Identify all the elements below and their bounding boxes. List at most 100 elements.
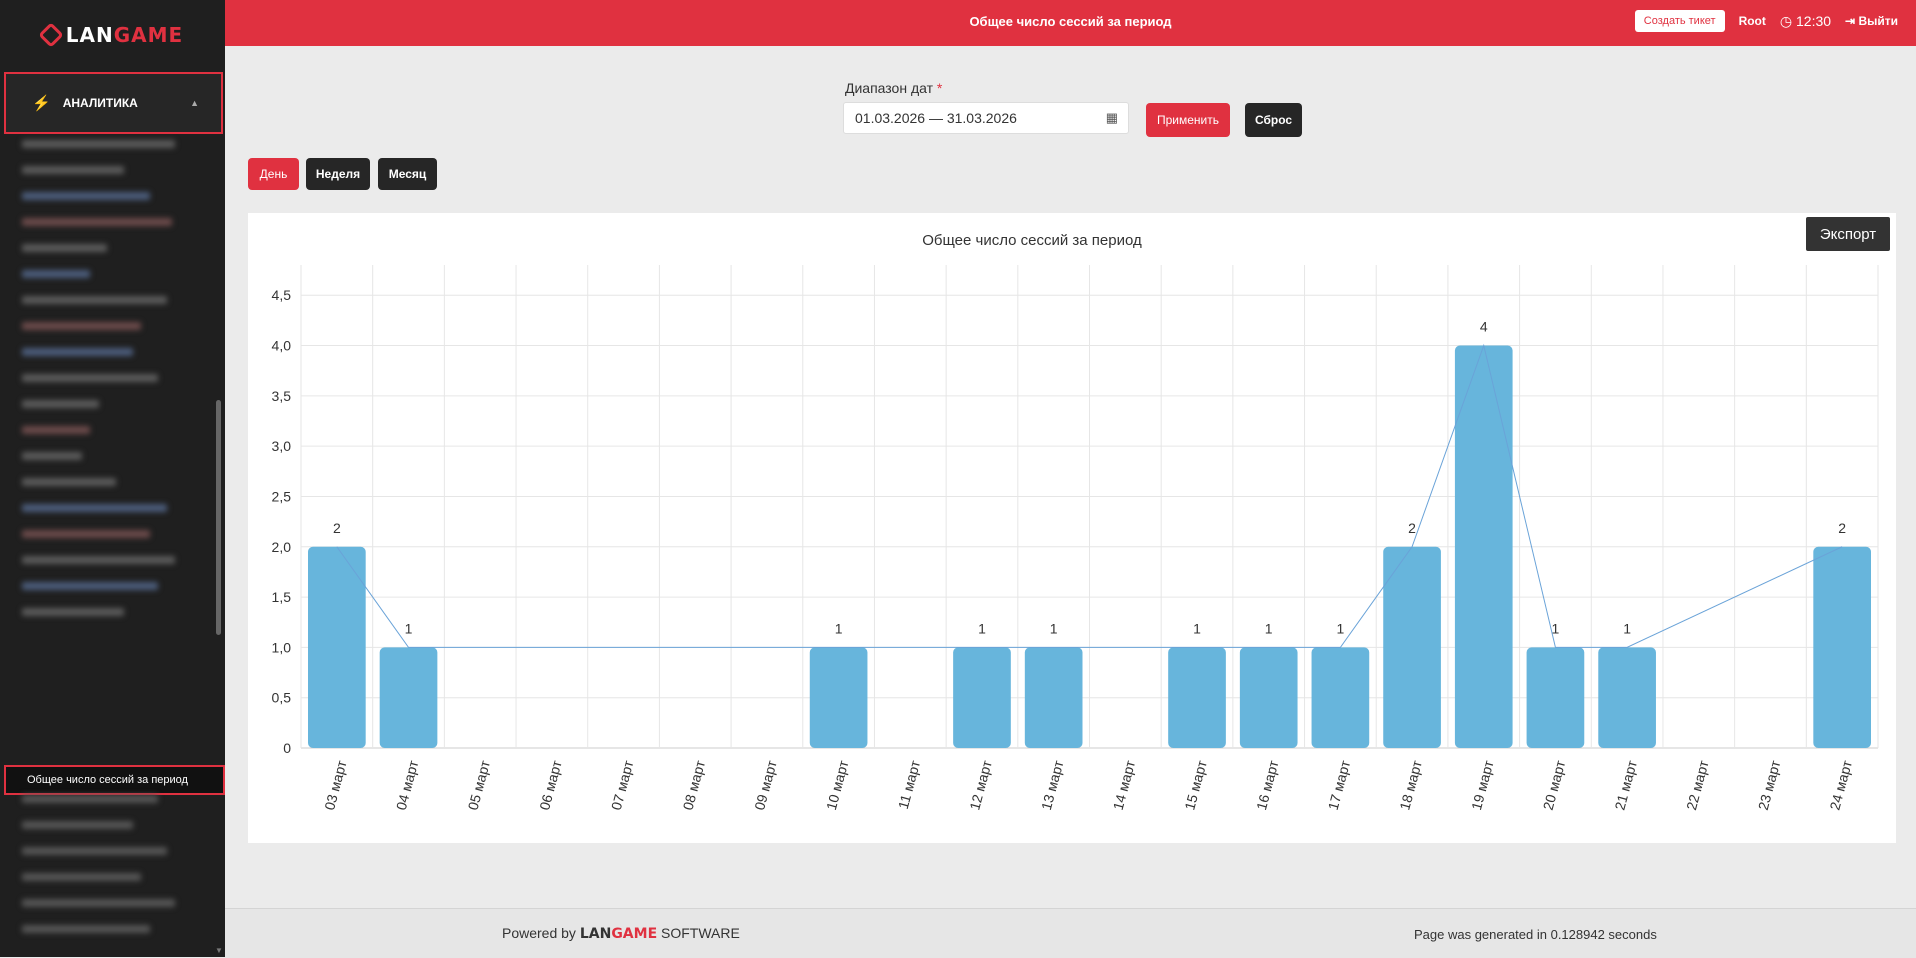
y-tick-label: 0,5 (272, 690, 292, 706)
clock-time: 12:30 (1796, 12, 1832, 29)
date-range-input[interactable]: 01.03.2026 — 31.03.2026 ▦ (843, 102, 1129, 134)
required-mark: * (936, 80, 943, 96)
logo-text-game: GAME (113, 23, 184, 47)
y-tick-label: 2,5 (272, 488, 292, 504)
x-tick-label: 09 март (751, 758, 780, 812)
y-tick-label: 1,0 (272, 639, 292, 655)
date-range-label: Диапазон дат * (845, 80, 942, 96)
footer: Powered by LANGAME SOFTWARE Page was gen… (225, 908, 1916, 958)
x-tick-label: 14 март (1110, 758, 1139, 812)
sidebar-item-sessions-total[interactable]: Общее число сессий за период (4, 765, 225, 795)
footer-brand-game: GAME (611, 926, 658, 942)
bar (1598, 647, 1656, 748)
chart-title: Общее число сессий за период (922, 232, 1142, 249)
bar (953, 647, 1011, 748)
x-tick-label: 11 март (895, 758, 923, 811)
footer-brand-lan: LAN (579, 926, 612, 942)
sidebar: LAN GAME ⚡ АНАЛИТИКА ▲ Общее число сессий… (0, 0, 225, 957)
x-tick-label: 15 март (1181, 758, 1210, 812)
data-label: 2 (1838, 520, 1846, 536)
footer-brand: LANGAME (580, 926, 657, 942)
bar (1168, 647, 1226, 748)
sessions-chart: 0 0,5 1,0 1,5 2,0 2,5 3,0 3,5 4,0 4,5 2 03 март 1 04 … (272, 265, 1879, 812)
blurred-menu-items-bottom (22, 795, 192, 951)
x-tick-label: 20 март (1540, 758, 1569, 812)
period-month-button[interactable]: Месяц (378, 158, 437, 190)
data-label: 1 (835, 620, 843, 636)
calendar-icon[interactable]: ▦ (1105, 110, 1118, 125)
data-label: 1 (1552, 620, 1560, 636)
x-tick-label: 10 март (823, 758, 852, 812)
bar (1526, 647, 1585, 748)
x-tick-label: 21 март (1611, 758, 1640, 812)
logout-label: Выйти (1858, 14, 1898, 28)
x-tick-label: 23 март (1755, 758, 1784, 812)
y-tick-label: 2,0 (272, 539, 292, 555)
x-tick-label: 03 март (321, 758, 350, 812)
top-bar: Общее число сессий за период Создать тик… (225, 0, 1916, 46)
period-day-button[interactable]: День (248, 158, 299, 190)
x-tick-label: 22 март (1683, 758, 1712, 812)
y-tick-label: 1,5 (272, 589, 292, 605)
sidebar-item-label: Общее число сессий за период (27, 774, 188, 786)
x-tick-label: 04 март (393, 758, 422, 812)
data-label: 1 (1623, 620, 1631, 636)
powered-by-label: Powered by (502, 925, 576, 941)
blurred-menu-items (22, 140, 192, 634)
logo-icon (38, 22, 64, 48)
x-tick-label: 07 март (608, 758, 637, 812)
data-label: 1 (405, 620, 413, 636)
bar (1454, 345, 1513, 748)
logout-link[interactable]: ⇥ Выйти (1845, 14, 1898, 28)
bar (809, 647, 868, 748)
scroll-down-icon[interactable]: ▼ (215, 946, 223, 955)
y-tick-label: 4,5 (272, 287, 292, 303)
logout-icon: ⇥ (1845, 14, 1856, 28)
page-title: Общее число сессий за период (969, 14, 1172, 29)
x-tick-label: 05 март (465, 758, 494, 812)
create-ticket-button[interactable]: Создать тикет (1634, 10, 1725, 32)
x-tick-label: 08 март (680, 758, 709, 812)
y-tick-label: 3,0 (272, 438, 292, 454)
data-label: 1 (1193, 620, 1201, 636)
x-tick-label: 12 март (966, 758, 995, 812)
bar (308, 546, 366, 748)
bar (1383, 546, 1441, 748)
sidebar-section-analytics[interactable]: ⚡ АНАЛИТИКА ▲ (4, 72, 223, 134)
y-tick-label: 3,5 (272, 388, 292, 404)
caret-up-icon: ▲ (190, 98, 199, 108)
trend-line (336, 343, 1843, 648)
data-label: 1 (1050, 620, 1058, 636)
sidebar-scrollbar[interactable] (216, 400, 221, 635)
bar (1239, 647, 1298, 748)
data-label: 1 (1265, 620, 1273, 636)
x-tick-label: 18 март (1396, 758, 1425, 812)
data-label: 2 (1408, 520, 1416, 536)
apply-button[interactable]: Применить (1146, 103, 1230, 137)
logo-text-lan: LAN (65, 23, 114, 47)
clock-icon: ◷ (1779, 12, 1793, 29)
chart-panel: Экспорт Общее число сессий за период 0 0,… (248, 213, 1896, 843)
y-tick-label: 4,0 (272, 338, 292, 354)
reset-button[interactable]: Сброс (1245, 103, 1302, 137)
x-tick-label: 19 март (1468, 758, 1497, 812)
user-name[interactable]: Root (1738, 14, 1766, 28)
footer-software: SOFTWARE (661, 925, 740, 941)
lightning-icon: ⚡ (32, 95, 51, 112)
x-tick-label: 16 март (1253, 758, 1282, 812)
data-label: 2 (333, 520, 341, 536)
bar (379, 647, 438, 748)
date-range-label-text: Диапазон дат (845, 80, 934, 96)
brand-logo[interactable]: LAN GAME (0, 0, 225, 70)
bar (1813, 546, 1871, 748)
x-tick-label: 13 март (1038, 758, 1067, 812)
period-week-button[interactable]: Неделя (306, 158, 370, 190)
data-label: 1 (1336, 620, 1344, 636)
generation-time: Page was generated in 0.128942 seconds (1414, 927, 1657, 942)
date-range-value: 01.03.2026 — 31.03.2026 (855, 110, 1017, 126)
sidebar-section-label: АНАЛИТИКА (62, 96, 138, 110)
bar (1024, 647, 1083, 748)
export-button[interactable]: Экспорт (1806, 217, 1890, 251)
data-label: 1 (978, 620, 986, 636)
x-tick-label: 24 март (1826, 758, 1855, 812)
